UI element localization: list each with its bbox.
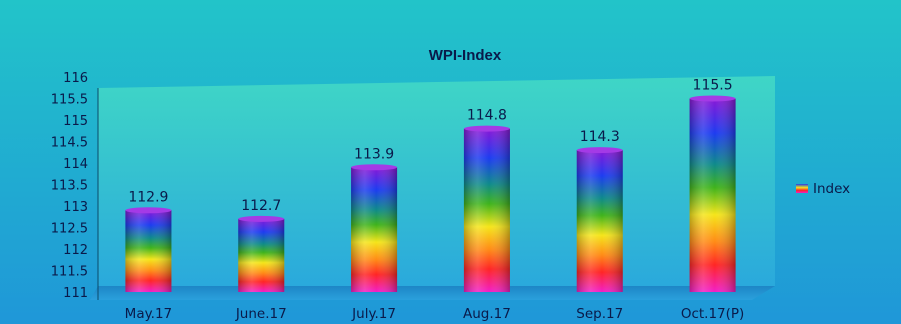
y-tick-label: 114.5 xyxy=(51,136,88,151)
y-tick-label: 112.5 xyxy=(51,222,88,237)
bar-shading-3 xyxy=(463,128,510,292)
data-label-1: 112.7 xyxy=(241,198,281,214)
data-label-4: 114.3 xyxy=(580,129,620,145)
bar-top-0 xyxy=(125,207,172,214)
y-tick-label: 114 xyxy=(63,157,88,172)
x-axis-labels: May.17 June.17 July.17 Aug.17 Sep.17 Oct.17(P… xyxy=(125,306,745,322)
bar-top-1 xyxy=(238,215,285,222)
y-tick-label: 113 xyxy=(63,200,88,215)
y-axis-ticks: 111 111.5 112 112.5 113 113.5 114 114.5 115 115.5… xyxy=(51,71,88,301)
x-tick-label-2: July.17 xyxy=(351,306,396,322)
data-labels-group: 112.9 112.7 113.9 114.8 114.3 115.5 xyxy=(128,78,732,214)
plot-back-wall xyxy=(98,76,775,286)
x-tick-label-1: June.17 xyxy=(235,306,287,322)
bar-top-5 xyxy=(689,95,736,102)
chart-title: WPI-Index xyxy=(429,47,502,64)
y-tick-label: 112 xyxy=(63,243,88,258)
bars-group xyxy=(125,95,736,292)
bar-shading-0 xyxy=(125,210,172,292)
x-tick-label-3: Aug.17 xyxy=(463,306,511,322)
y-tick-label: 111.5 xyxy=(51,265,88,280)
x-tick-label-0: May.17 xyxy=(125,306,172,322)
bar-shading-2 xyxy=(351,167,398,292)
legend: Index xyxy=(796,181,850,197)
y-tick-label: 116 xyxy=(63,71,88,86)
bar-top-2 xyxy=(351,164,398,171)
bar-top-3 xyxy=(463,125,510,132)
data-label-0: 112.9 xyxy=(128,189,168,205)
legend-swatch xyxy=(796,184,808,193)
bar-shading-1 xyxy=(238,218,285,292)
y-tick-label: 115.5 xyxy=(51,93,88,108)
plot-floor xyxy=(90,286,775,300)
x-tick-label-4: Sep.17 xyxy=(576,306,623,322)
y-tick-label: 113.5 xyxy=(51,179,88,194)
data-label-5: 115.5 xyxy=(693,78,733,94)
data-label-3: 114.8 xyxy=(467,108,507,124)
bar-shading-4 xyxy=(576,150,623,292)
legend-label: Index xyxy=(813,181,850,197)
y-tick-label: 115 xyxy=(63,114,88,129)
y-tick-label: 111 xyxy=(63,286,88,301)
x-tick-label-5: Oct.17(P) xyxy=(681,306,745,322)
bar-top-4 xyxy=(576,147,623,154)
data-label-2: 113.9 xyxy=(354,146,394,162)
bar-shading-5 xyxy=(689,98,736,292)
